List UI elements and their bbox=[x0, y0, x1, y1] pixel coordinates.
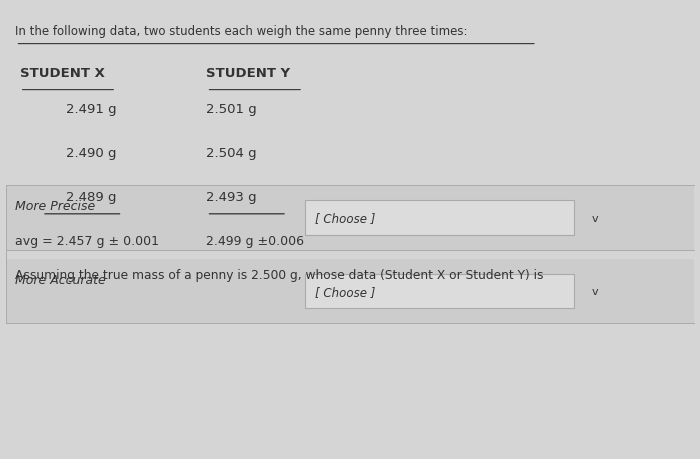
Bar bbox=[304, 201, 574, 235]
Text: 2.499 g ±0.006: 2.499 g ±0.006 bbox=[206, 234, 304, 247]
Text: STUDENT Y: STUDENT Y bbox=[206, 67, 290, 79]
Text: 2.493 g: 2.493 g bbox=[206, 190, 257, 203]
Text: STUDENT X: STUDENT X bbox=[20, 67, 104, 79]
Bar bbox=[6, 259, 694, 324]
Text: v: v bbox=[592, 213, 598, 223]
Text: v: v bbox=[592, 286, 598, 297]
Text: 2.491 g: 2.491 g bbox=[66, 103, 117, 116]
Text: In the following data, two students each weigh the same penny three times:: In the following data, two students each… bbox=[15, 25, 468, 38]
Text: Assuming the true mass of a penny is 2.500 g, whose data (Student X or Student Y: Assuming the true mass of a penny is 2.5… bbox=[15, 269, 544, 281]
Bar bbox=[6, 186, 694, 250]
Text: More Accurate: More Accurate bbox=[15, 274, 106, 286]
Text: [ Choose ]: [ Choose ] bbox=[315, 212, 375, 224]
Bar bbox=[304, 274, 574, 308]
Text: 2.490 g: 2.490 g bbox=[66, 147, 117, 160]
Text: 2.489 g: 2.489 g bbox=[66, 190, 117, 203]
Text: avg = 2.457 g ± 0.001: avg = 2.457 g ± 0.001 bbox=[15, 234, 160, 247]
Text: 2.501 g: 2.501 g bbox=[206, 103, 258, 116]
Text: More Precise: More Precise bbox=[15, 200, 96, 213]
Text: [ Choose ]: [ Choose ] bbox=[315, 285, 375, 298]
Text: 2.504 g: 2.504 g bbox=[206, 147, 257, 160]
